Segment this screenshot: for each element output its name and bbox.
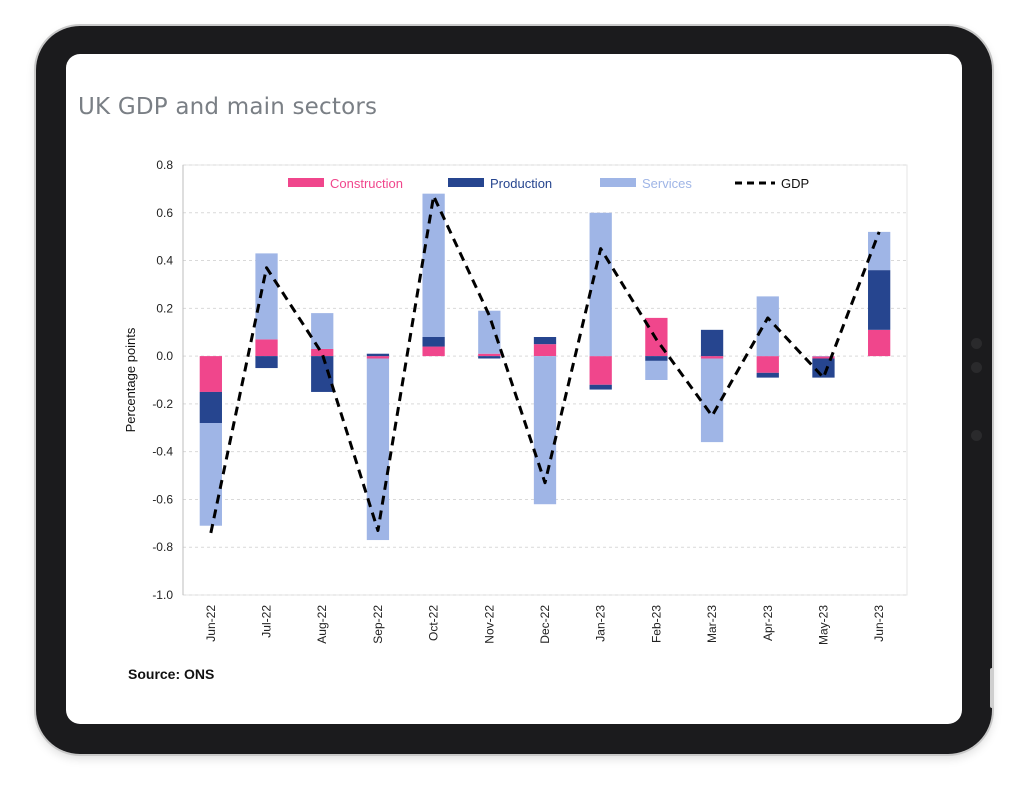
x-tick-label: Dec-22: [538, 605, 552, 644]
bar-construction-jun-22: [199, 356, 222, 392]
gdp-line-layer: [209, 194, 881, 534]
bar-production-jul-22: [255, 356, 278, 369]
bar-production-apr-23: [756, 372, 779, 378]
bar-construction-may-23: [812, 356, 835, 359]
source-note: Source: ONS: [128, 666, 215, 682]
x-axis: Jun-22 Jul-22 Aug-22 Sep-22 Oct-22 Nov-22 Dec-…: [204, 605, 886, 645]
legend-label-services: Services: [642, 176, 692, 191]
bar-services-sep-22: [366, 358, 390, 541]
legend-label-production: Production: [490, 176, 552, 191]
bar-services-jul-22: [255, 253, 278, 340]
y-tick-label: 0.8: [156, 158, 173, 172]
gdp-line: [209, 194, 881, 534]
x-tick-label: Aug-22: [315, 605, 329, 644]
x-tick-label: Jun-22: [204, 605, 218, 642]
bar-services-aug-22: [311, 313, 334, 349]
x-tick-label: Jan-23: [594, 605, 608, 642]
y-tick-label: -0.6: [152, 492, 173, 506]
bar-production-jun-23: [868, 270, 891, 330]
y-tick-label: 0.4: [156, 254, 173, 268]
y-tick-label: -0.2: [152, 397, 173, 411]
x-tick-label: Oct-22: [427, 605, 441, 641]
x-tick-label: Apr-23: [761, 605, 775, 641]
legend-swatch-production: [448, 178, 484, 187]
y-axis-label: Percentage points: [123, 327, 138, 432]
x-tick-label: Feb-23: [649, 605, 663, 643]
bar-construction-oct-22: [422, 346, 445, 357]
side-sensor-dot: [971, 430, 982, 441]
bar-construction-sep-22: [366, 356, 390, 359]
x-tick-label: Nov-22: [482, 605, 496, 644]
bar-production-jun-22: [199, 391, 222, 423]
side-sensor-dot: [971, 338, 982, 349]
bar-services-jun-22: [199, 423, 222, 526]
bar-construction-aug-22: [311, 348, 334, 357]
y-tick-label: -1.0: [152, 588, 173, 602]
legend-label-construction: Construction: [330, 176, 403, 191]
legend-swatch-services: [600, 178, 636, 187]
x-tick-label: Mar-23: [705, 605, 719, 643]
y-tick-label: -0.8: [152, 540, 173, 554]
y-tick-label: 0.0: [156, 349, 173, 363]
bar-production-oct-22: [422, 337, 445, 347]
bar-production-sep-22: [366, 353, 390, 357]
x-tick-label: Jun-23: [872, 605, 886, 642]
bar-production-mar-23: [700, 329, 724, 357]
bar-services-jun-23: [868, 231, 891, 271]
x-tick-label: Sep-22: [371, 605, 385, 644]
y-tick-label: -0.4: [152, 445, 173, 459]
bar-services-may-23: [812, 356, 835, 357]
bar-construction-jun-23: [868, 329, 891, 357]
legend-swatch-construction: [288, 178, 324, 187]
x-tick-label: Jul-22: [260, 605, 274, 638]
bar-construction-dec-22: [533, 344, 557, 357]
y-tick-label: 0.6: [156, 206, 173, 220]
side-sensor-dot: [971, 362, 982, 373]
bar-services-nov-22: [478, 310, 501, 354]
bar-construction-jan-23: [589, 356, 612, 385]
bar-services-jan-23: [589, 212, 612, 357]
legend: Construction Production Services GDP: [288, 176, 809, 191]
bar-production-may-23: [812, 358, 835, 378]
y-tick-label: 0.2: [156, 301, 173, 315]
legend-label-gdp: GDP: [781, 176, 809, 191]
bar-production-nov-22: [478, 356, 501, 359]
bar-construction-mar-23: [700, 356, 724, 359]
bar-production-feb-23: [645, 356, 668, 361]
bar-services-apr-23: [756, 296, 779, 357]
page-title: UK GDP and main sectors: [78, 94, 378, 120]
bar-services-feb-23: [645, 360, 668, 380]
bar-construction-apr-23: [756, 356, 779, 373]
y-axis: 0.8 0.6 0.4 0.2 0.0 -0.2 -0.4 -0.6 -0.8 -1.0: [152, 158, 184, 602]
bar-production-aug-22: [311, 356, 334, 392]
bar-construction-nov-22: [478, 353, 501, 357]
bar-services-mar-23: [700, 358, 724, 443]
bar-construction-jul-22: [255, 339, 278, 357]
side-button: [990, 668, 994, 708]
x-tick-label: May-23: [816, 605, 830, 645]
bar-production-jan-23: [589, 384, 612, 390]
gridlines: [183, 164, 907, 596]
bar-production-dec-22: [533, 337, 557, 345]
